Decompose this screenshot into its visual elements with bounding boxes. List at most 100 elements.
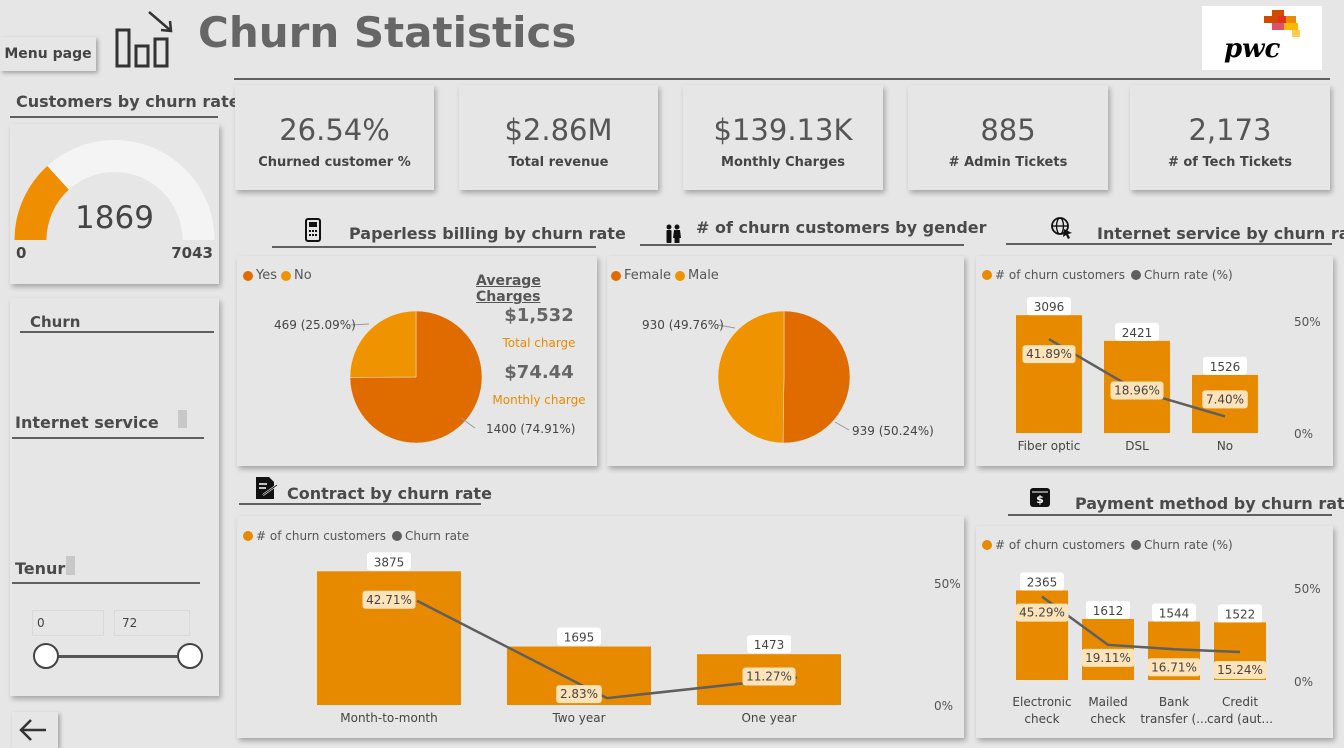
category-label: card (aut...	[1207, 712, 1273, 726]
rate-label-bg	[362, 590, 416, 609]
tenure-min-input[interactable]	[32, 610, 104, 636]
legend-dot-rate	[1130, 540, 1141, 550]
tenure-max-input[interactable]	[114, 610, 190, 636]
bar-label-bg	[1203, 356, 1247, 375]
churn-rate-line	[1041, 595, 1241, 654]
churn-slicer-label: Churn	[30, 313, 81, 331]
contract-chart: 3875 1695 1473 42.71% 2.83% 11.27% Month-to-mo…	[317, 552, 841, 725]
bar[interactable]	[1016, 315, 1082, 433]
payment-legend: # of churn customers Churn rate (%)	[982, 538, 1233, 552]
legend-dot-yes	[243, 270, 253, 281]
rate-label-bg	[1213, 660, 1267, 679]
pwc-logo: pwc	[1202, 6, 1322, 70]
pie-slice-female[interactable]	[782, 310, 851, 444]
kpi-label: # of Tech Tickets	[1167, 155, 1293, 170]
category-label: transfer (...	[1140, 712, 1207, 726]
back-button[interactable]	[12, 712, 58, 748]
bar-value-label: 1522	[1225, 607, 1256, 621]
internet-chart: 3096 2421 1526 41.89% 18.96% 7.40% Fiber optic…	[1016, 297, 1258, 453]
internet-slicer-label: Internet service	[15, 413, 159, 432]
bar-value-label: 1695	[564, 631, 595, 645]
back-arrow-icon	[19, 719, 46, 741]
internet-card: # of churn customers Churn rate (%) 3096…	[976, 256, 1333, 466]
bar-value-label: 3096	[1034, 300, 1065, 314]
kpi-card-revenue: $2.86M Total revenue	[459, 85, 658, 190]
legend-dot-bars	[982, 540, 992, 550]
internet-legend: # of churn customers Churn rate (%)	[982, 268, 1233, 282]
contract-title: Contract by churn rate	[287, 484, 492, 503]
internet-slicer-underline	[12, 437, 204, 439]
legend-rate: Churn rate (%)	[1143, 538, 1233, 552]
rate-value-label: 15.24%	[1217, 663, 1263, 677]
legend-rate: Churn rate (%)	[1143, 268, 1233, 282]
payment-title: Payment method by churn rate	[1075, 494, 1344, 513]
rate-label-bg	[1081, 648, 1135, 667]
rate-label-bg	[742, 667, 796, 686]
kpi-card-churned: 26.54% Churned customer %	[235, 85, 434, 190]
tenure-slicer-handle[interactable]	[66, 556, 75, 575]
axis-tick-label: 50%	[934, 577, 961, 591]
bar-label-bg	[1115, 322, 1159, 341]
paperless-title-underline	[272, 246, 596, 248]
gender-legend: Female Male	[611, 268, 719, 283]
bar-value-label: 3875	[374, 555, 405, 569]
bar-value-label: 2365	[1027, 575, 1058, 589]
gauge-min: 0	[16, 244, 27, 262]
pie-slice-male[interactable]	[717, 310, 785, 444]
payment-title-underline	[1008, 514, 1332, 516]
kpi-value: 26.54%	[279, 113, 390, 147]
legend-dot-female	[611, 270, 621, 281]
legend-dot-bars	[243, 531, 253, 541]
bar-value-label: 2421	[1122, 326, 1153, 340]
kpi-card-monthly: $139.13K Monthly Charges	[683, 85, 883, 190]
internet-slicer-handle[interactable]	[178, 410, 187, 428]
category-label: Two year	[551, 711, 605, 725]
contract-legend: # of churn customers Churn rate	[243, 529, 469, 543]
kpi-label: # Admin Tickets	[948, 155, 1068, 170]
kpi-card-tech: 2,173 # of Tech Tickets	[1130, 85, 1330, 190]
kpi-label: Monthly Charges	[721, 155, 845, 170]
rate-value-label: 45.29%	[1019, 606, 1065, 620]
gauge-title-underline	[10, 116, 218, 118]
avg-charges-title: Average Charges	[476, 273, 541, 305]
bar-label-bg	[1152, 603, 1196, 622]
legend-female: Female	[624, 268, 672, 283]
gauge-max: 7043	[171, 244, 213, 262]
category-label: Fiber optic	[1018, 439, 1081, 453]
header-divider	[234, 78, 1330, 80]
paperless-title: Paperless billing by churn rate	[349, 224, 626, 243]
tenure-slider-track[interactable]	[45, 655, 190, 658]
gauge-value: 1869	[75, 200, 154, 236]
tenure-slider-min-handle[interactable]	[33, 643, 59, 669]
legend-dot-rate	[391, 531, 402, 541]
internet-title-underline	[1006, 243, 1332, 245]
axis-tick-label: 0%	[934, 699, 954, 713]
legend-dot-male	[675, 270, 686, 281]
kpi-card-admin: 885 # Admin Tickets	[908, 85, 1108, 190]
bar-label-bg	[367, 552, 411, 571]
tenure-slicer-label: Tenur	[15, 559, 66, 578]
paperless-legend: Yes No	[243, 268, 312, 283]
category-label: Mailed	[1088, 695, 1127, 709]
pie-slice-no[interactable]	[349, 310, 417, 378]
rate-label-bg	[1202, 390, 1248, 409]
pos-terminal-icon	[304, 218, 322, 246]
paperless-no-label: 469 (25.09%)	[274, 318, 356, 332]
menu-page-button[interactable]: Menu page	[0, 37, 96, 71]
category-label: check	[1024, 712, 1059, 726]
globe-cursor-icon	[1050, 216, 1074, 244]
tenure-slider-max-handle[interactable]	[177, 643, 203, 669]
legend-bars: # of churn customers	[256, 529, 386, 543]
rate-value-label: 2.83%	[560, 687, 598, 701]
pie-slice-yes[interactable]	[349, 310, 483, 444]
kpi-value: $139.13K	[713, 113, 853, 147]
churn-rate-line	[416, 599, 798, 700]
monthly-charge-value: $74.44	[504, 362, 574, 383]
kpi-label: Total revenue	[508, 155, 609, 170]
tenure-slicer-underline	[12, 582, 200, 584]
rate-value-label: 11.27%	[746, 670, 792, 684]
rate-label-bg	[1147, 658, 1201, 677]
contract-card: # of churn customers Churn rate 3875 1695…	[237, 516, 964, 738]
kpi-value: 2,173	[1188, 113, 1272, 147]
category-label: Credit	[1222, 695, 1258, 709]
